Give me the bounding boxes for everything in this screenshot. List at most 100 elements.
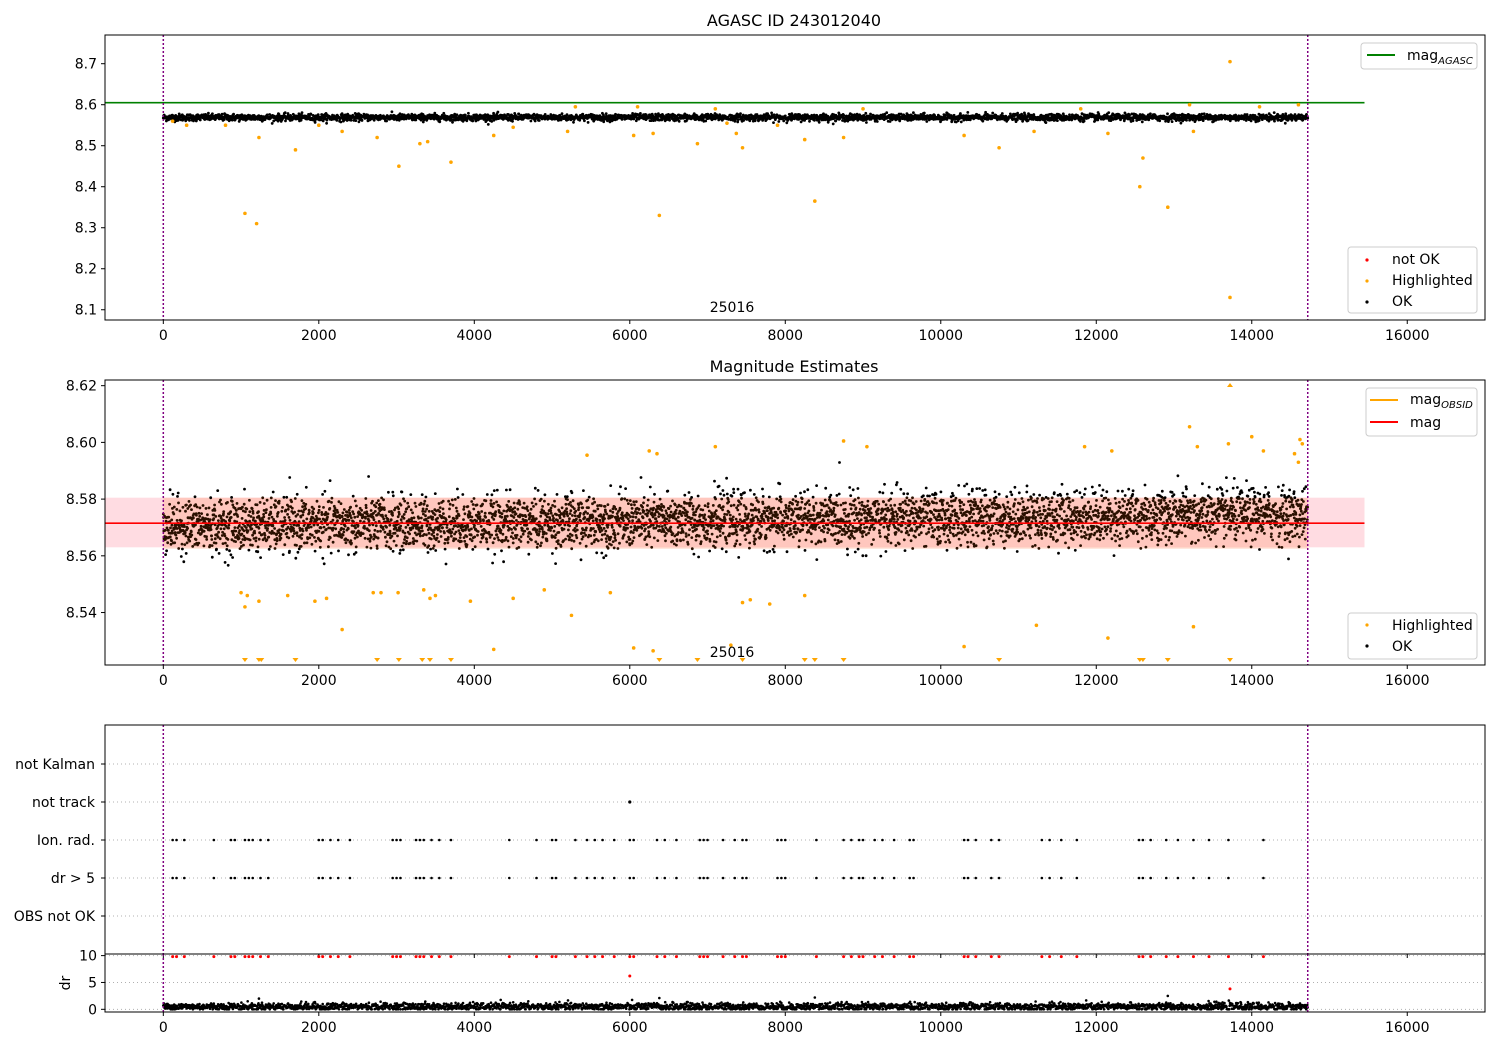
y-tick-label: 8.2 <box>75 262 97 278</box>
ok-point <box>343 524 347 528</box>
ok-point <box>290 506 294 510</box>
highlighted-point <box>713 107 718 111</box>
ok-point <box>364 503 368 507</box>
ok-point <box>288 476 292 479</box>
ok-point <box>313 549 317 553</box>
ok-point <box>168 535 172 539</box>
ok-point <box>376 536 380 540</box>
ok-point <box>364 516 367 520</box>
ok-point <box>424 495 428 499</box>
ok-point <box>356 524 360 527</box>
ok-point <box>230 118 234 122</box>
ok-point <box>214 541 218 545</box>
ok-point <box>248 498 251 502</box>
ok-point <box>365 545 369 549</box>
ok-point <box>301 529 305 533</box>
ok-point <box>1166 112 1169 116</box>
ok-point <box>739 112 742 116</box>
legend-ok-label: OK <box>1392 294 1413 310</box>
ok-point <box>265 538 269 542</box>
ok-point <box>1249 119 1253 123</box>
ok-point <box>423 510 427 513</box>
ok-point <box>1044 121 1048 124</box>
x-tick-label: 10000 <box>919 328 964 344</box>
ok-point <box>305 541 309 545</box>
ok-point <box>242 529 246 533</box>
ok-point <box>210 538 214 541</box>
ok-point <box>331 518 335 522</box>
ok-point <box>278 528 281 532</box>
ok-point <box>274 505 278 508</box>
ok-point <box>411 511 414 515</box>
ok-point <box>677 119 681 123</box>
ok-point <box>163 528 167 532</box>
ok-point <box>402 516 406 520</box>
ok-point <box>445 526 449 529</box>
ok-point <box>251 543 254 547</box>
ok-point <box>429 537 433 541</box>
ok-point <box>324 528 328 531</box>
ok-point <box>168 502 172 506</box>
ok-point <box>434 549 438 552</box>
ok-point <box>308 536 312 540</box>
ok-point <box>284 119 287 123</box>
ok-point <box>346 527 350 531</box>
ok-point <box>375 501 379 505</box>
ok-point <box>191 114 195 118</box>
ok-point <box>331 540 335 544</box>
x-tick-label: 6000 <box>612 328 648 344</box>
ok-point <box>313 121 317 124</box>
ok-point <box>279 536 283 540</box>
ok-point <box>319 539 323 543</box>
ok-point <box>339 120 343 124</box>
ok-point <box>266 113 269 117</box>
ok-point <box>449 118 453 122</box>
ok-point <box>402 513 406 516</box>
ok-point <box>251 511 255 515</box>
ok-point <box>398 552 402 555</box>
ok-point <box>307 508 311 512</box>
panel1-legend-top: magAGASC <box>1360 42 1478 70</box>
ok-point <box>261 496 265 500</box>
ok-point <box>176 118 180 122</box>
ok-point <box>431 515 435 519</box>
x-tick-label: 4000 <box>456 328 492 344</box>
ok-point <box>1272 111 1276 114</box>
ok-point <box>258 501 262 504</box>
ok-point <box>438 506 442 509</box>
ok-point <box>420 524 424 528</box>
ok-point <box>237 537 241 540</box>
ok-point <box>326 515 329 519</box>
ok-point <box>271 490 275 494</box>
panel1-legend-bottom: not OK Highlighted OK <box>1347 246 1478 314</box>
ok-point <box>199 524 203 528</box>
ok-point <box>235 502 239 505</box>
ok-point <box>237 524 241 528</box>
ok-point <box>209 496 213 500</box>
ok-point <box>321 530 325 534</box>
highlighted-point <box>1296 102 1301 107</box>
legend-notok-label: not OK <box>1392 252 1440 268</box>
highlighted-point <box>223 123 228 128</box>
ok-point <box>230 496 234 499</box>
ok-point <box>398 527 402 530</box>
ok-point <box>269 496 273 500</box>
ok-point <box>406 501 410 505</box>
ok-point <box>409 493 413 496</box>
ok-point <box>272 531 276 535</box>
ok-point <box>184 509 187 513</box>
ok-point <box>420 493 424 496</box>
ok-point <box>329 551 333 555</box>
x-tick-label: 12000 <box>1074 328 1119 344</box>
ok-point <box>257 510 260 514</box>
ok-point <box>240 532 244 536</box>
ok-point <box>318 517 321 521</box>
ok-point <box>186 527 190 530</box>
highlighted-point <box>1106 131 1110 136</box>
ok-point <box>251 533 255 537</box>
ok-point <box>912 111 915 115</box>
x-tick-label: 8000 <box>767 328 803 344</box>
ok-point <box>367 519 371 523</box>
ok-point <box>391 549 395 553</box>
ok-point <box>335 119 339 122</box>
